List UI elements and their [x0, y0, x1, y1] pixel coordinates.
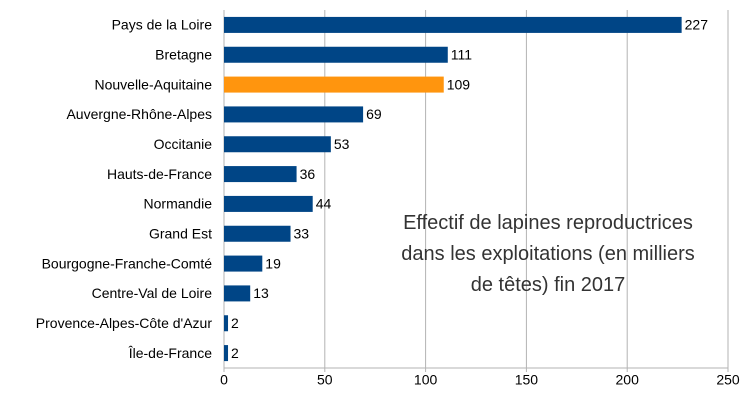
- bar: [224, 345, 229, 362]
- y-tick-label: Pays de la Loire: [112, 17, 213, 33]
- y-tick-label: Nouvelle-Aquitaine: [94, 76, 212, 92]
- value-label: 111: [451, 46, 472, 62]
- x-tick-label: 150: [515, 372, 539, 388]
- y-tick-label: Centre-Val de Loire: [92, 285, 213, 301]
- x-tick-label: 0: [220, 372, 228, 388]
- x-tick-label: 200: [616, 372, 640, 388]
- value-label: 109: [447, 76, 471, 92]
- bar: [224, 16, 682, 33]
- bar: [224, 195, 313, 212]
- x-tick-label: 50: [317, 372, 333, 388]
- value-label: 53: [334, 136, 350, 152]
- y-tick-label: Hauts-de-France: [107, 166, 212, 182]
- y-tick-label: Normandie: [144, 196, 213, 212]
- y-tick-label: Grand Est: [149, 225, 212, 241]
- y-tick-label: Provence-Alpes-Côte d'Azur: [36, 315, 213, 331]
- x-tick-label: 250: [716, 372, 740, 388]
- y-tick-label: Bourgogne-Franche-Comté: [42, 255, 213, 271]
- x-tick-label: 100: [414, 372, 438, 388]
- value-label: 2: [231, 315, 239, 331]
- value-label: 69: [366, 106, 382, 122]
- bar: [224, 76, 444, 93]
- bar: [224, 136, 331, 153]
- bar: [224, 285, 251, 302]
- value-label: 44: [316, 196, 332, 212]
- bar: [224, 315, 229, 332]
- bar: [224, 255, 263, 272]
- value-label: 2: [231, 345, 239, 361]
- annotation: Effectif de lapines reproductrices dans …: [401, 212, 695, 296]
- y-tick-label: Bretagne: [155, 46, 212, 62]
- bar: [224, 166, 297, 183]
- value-label: 19: [265, 255, 281, 271]
- value-label: 36: [300, 166, 316, 182]
- bar: [224, 106, 364, 123]
- y-tick-label: Île-de-France: [128, 345, 212, 361]
- value-label: 13: [253, 285, 269, 301]
- value-label: 227: [685, 17, 709, 33]
- bar: [224, 225, 291, 242]
- bar: [224, 46, 448, 63]
- value-label: 33: [294, 225, 310, 241]
- y-tick-label: Auvergne-Rhône-Alpes: [66, 106, 212, 122]
- y-tick-label: Occitanie: [154, 136, 213, 152]
